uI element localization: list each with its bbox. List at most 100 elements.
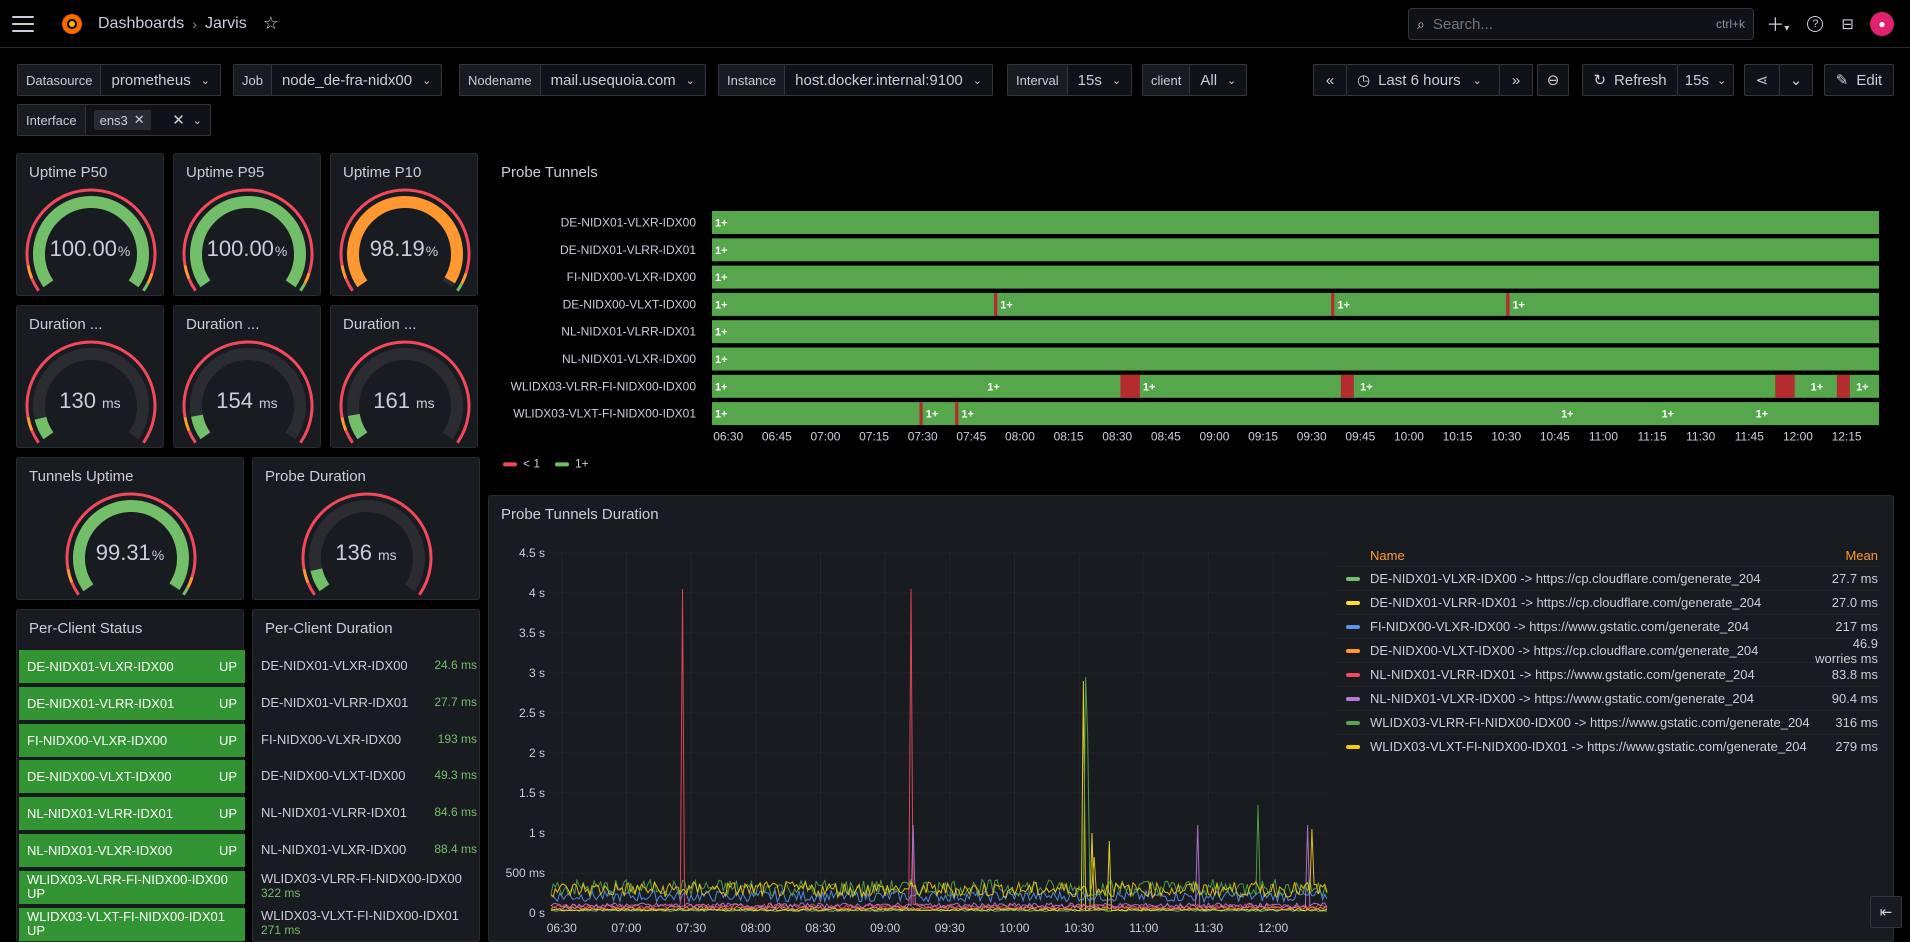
grafana-logo-icon[interactable] (60, 12, 84, 36)
gauge-unit: ms (378, 547, 397, 563)
gauge-value: 98.19% (331, 236, 477, 262)
gauge-number: 100.00 (49, 236, 117, 261)
timeline-bar-up (712, 374, 1879, 398)
panel-title: Duration ... (186, 316, 260, 333)
refresh-label: Refresh (1614, 71, 1667, 89)
time-forward-button[interactable]: » (1499, 64, 1533, 96)
time-back-button[interactable]: « (1313, 64, 1347, 96)
gauge-panel-duration-3: Duration ... 161 ms (330, 305, 478, 448)
x-tick-label: 07:30 (676, 921, 706, 935)
chevron-down-icon: ⌄ (1227, 74, 1237, 87)
edit-button[interactable]: ✎ Edit (1824, 64, 1894, 96)
timeline-row-label: NL-NIDX01-VLXR-IDX00 (562, 352, 696, 366)
legend-row[interactable]: DE-NIDX01-VLXR-IDX00 -> https://cp.cloud… (1338, 566, 1882, 590)
chevron-down-icon[interactable]: ⌄ (192, 114, 202, 127)
var-interval[interactable]: Interval 15s ⌄ (1007, 64, 1133, 96)
star-icon[interactable]: ☆ (262, 13, 279, 33)
share-menu-chevron-icon[interactable]: ⌄ (1779, 64, 1813, 96)
time-picker[interactable]: ◷ Last 6 hours ⌄ (1346, 64, 1500, 96)
refresh-button[interactable]: ↻ Refresh (1582, 64, 1678, 96)
clear-icon[interactable]: ✕ (172, 112, 185, 129)
gauge-threshold-orange (146, 272, 154, 285)
status-badge: UP (218, 769, 237, 785)
remove-icon[interactable]: ✕ (133, 112, 145, 127)
chevron-down-icon: ⌄ (1472, 74, 1482, 87)
search-box[interactable]: ⌕ ctrl+k (1408, 8, 1754, 40)
breadcrumb-dashboards[interactable]: Dashboards (98, 14, 185, 32)
status-row-name: DE-NIDX01-VLXR-IDX00 (27, 659, 174, 674)
line-chart: 0 s 500 ms 1 s 1.5 s 2 s 2.5 s 3 s 3.5 s 4 s 4.5 … (506, 546, 1328, 935)
search-input[interactable] (1432, 15, 1716, 33)
timeline-state-label: 1+ (1337, 299, 1350, 311)
legend-row[interactable]: FI-NIDX00-VLXR-IDX00 -> https://www.gsta… (1338, 614, 1882, 638)
gauge-value-arc (73, 500, 189, 592)
status-badge: UP (218, 806, 237, 822)
timeline-bar-up (712, 402, 1879, 426)
legend-row[interactable]: NL-NIDX01-VLRR-IDX01 -> https://www.gsta… (1338, 662, 1882, 686)
legend-row[interactable]: NL-NIDX01-VLXR-IDX00 -> https://www.gsta… (1338, 686, 1882, 710)
gauge-threshold-red (306, 581, 316, 596)
avatar[interactable]: ● (1870, 12, 1894, 36)
gauge-unit: % (117, 243, 131, 259)
legend-swatch (1346, 744, 1360, 749)
gauge-unit: ms (102, 395, 121, 411)
timeline-x-tick: 07:00 (810, 429, 840, 443)
status-badge: UP (218, 732, 237, 748)
plus-icon[interactable]: ＋▾ (1766, 15, 1790, 35)
duration-row-name: NL-NIDX01-VLRR-IDX01 (261, 805, 407, 821)
var-client[interactable]: client All ⌄ (1142, 64, 1248, 96)
timeline-state-label: 1+ (715, 327, 728, 339)
status-badge: UP (27, 922, 46, 938)
var-nodename[interactable]: Nodename mail.usequoia.com ⌄ (459, 64, 706, 96)
legend-row[interactable]: DE-NIDX01-VLRR-IDX01 -> https://cp.cloud… (1338, 590, 1882, 614)
zoom-out-icon[interactable]: ⊖ (1537, 64, 1569, 96)
chevron-right-icon: › (192, 15, 197, 32)
var-job[interactable]: Job node_de-fra-nidx00 ⌄ (233, 64, 443, 96)
share-icon[interactable]: ⋖ (1744, 64, 1780, 96)
duration-row: DE-NIDX01-VLXR-IDX00 24.6 ms (261, 658, 477, 673)
timeline-bar-down (1120, 374, 1140, 398)
panel-title: Tunnels Uptime (29, 468, 134, 485)
duration-row: FI-NIDX00-VLXR-IDX00 193 ms (261, 732, 477, 747)
legend-series-mean: 279 ms (1835, 739, 1878, 754)
gauge-unit: ms (416, 395, 435, 411)
panel-title: Probe Tunnels Duration (501, 506, 659, 523)
menu-icon[interactable] (12, 15, 34, 32)
timeline-x-tick: 08:00 (1005, 429, 1035, 443)
legend-label[interactable]: < 1 (523, 456, 540, 470)
var-datasource[interactable]: Datasource prometheus ⌄ (17, 64, 221, 96)
timeline-x-tick: 08:30 (1102, 429, 1132, 443)
duration-row: NL-NIDX01-VLRR-IDX01 84.6 ms (261, 805, 477, 820)
var-instance[interactable]: Instance host.docker.internal:9100 ⌄ (718, 64, 993, 96)
legend-label[interactable]: 1+ (575, 456, 589, 470)
refresh-interval-picker[interactable]: 15s ⌄ (1677, 64, 1734, 96)
var-interface[interactable]: Interface ens3 ✕ ✕ ⌄ (17, 104, 211, 136)
duration-row-name: DE-NIDX01-VLXR-IDX00 (261, 658, 408, 673)
collapse-sidebar-icon[interactable]: ⇤ (1870, 896, 1902, 928)
var-instance-label: Instance (719, 65, 786, 95)
gauge-threshold-green (142, 282, 150, 292)
timeline-bar-up (712, 238, 1879, 262)
legend-header: Name Mean (1338, 544, 1882, 566)
status-row: WLIDX03-VLXT-FI-NIDX00-IDX01 UP (19, 907, 245, 941)
legend-series-name: DE-NIDX01-VLRR-IDX01 -> https://cp.cloud… (1370, 595, 1762, 610)
series-line (550, 828, 1328, 899)
timeline-x-tick: 08:15 (1054, 429, 1084, 443)
gauge-threshold-red (30, 429, 40, 444)
news-icon[interactable]: ⊟ (1841, 16, 1854, 33)
legend-row[interactable]: WLIDX03-VLXT-FI-NIDX00-IDX01 -> https://… (1338, 734, 1882, 758)
timeline-bar-down (1331, 292, 1335, 316)
timeline-state-label: 1+ (1143, 381, 1156, 393)
status-badge: UP (27, 885, 46, 901)
timeline-x-tick: 08:45 (1151, 429, 1181, 443)
legend-header-name[interactable]: Name (1370, 547, 1405, 563)
help-icon[interactable]: ? (1807, 16, 1824, 32)
timeline-bar-down (1775, 374, 1795, 398)
legend-row[interactable]: WLIDX03-VLRR-FI-NIDX00-IDX00 -> https://… (1338, 710, 1882, 734)
gauge-value-arc (191, 414, 211, 440)
legend-row[interactable]: DE-NIDX00-VLXT-IDX00 -> https://cp.cloud… (1338, 636, 1882, 666)
gauge-value: 99.31% (17, 540, 243, 566)
gauge-value: 136 ms (253, 540, 479, 566)
legend-header-mean[interactable]: Mean (1845, 547, 1878, 563)
y-tick-label: 2.5 s (519, 706, 545, 720)
